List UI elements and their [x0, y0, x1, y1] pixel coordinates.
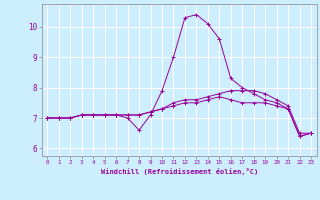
X-axis label: Windchill (Refroidissement éolien,°C): Windchill (Refroidissement éolien,°C) — [100, 168, 258, 175]
